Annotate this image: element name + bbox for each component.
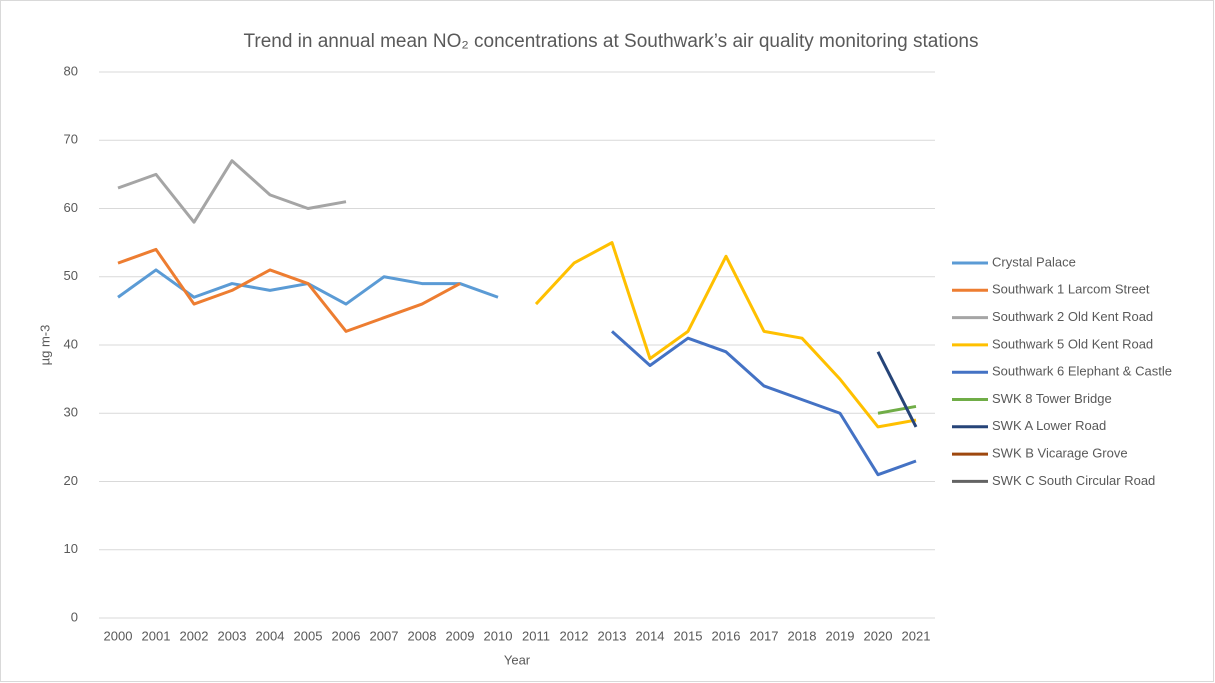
chart-title: Trend in annual mean NO₂ concentrations … [243, 31, 978, 52]
x-tick-label: 2011 [522, 628, 550, 643]
x-tick-label: 2004 [256, 628, 285, 643]
x-tick-label: 2013 [598, 628, 627, 643]
legend-label: Southwark 6 Elephant & Castle [992, 364, 1172, 379]
series-line [876, 351, 918, 428]
y-tick-label: 70 [64, 132, 78, 147]
x-tick-label: 2000 [104, 628, 133, 643]
series-line [610, 330, 917, 477]
x-tick-label: 2003 [218, 628, 247, 643]
y-tick-label: 20 [64, 473, 78, 488]
x-tick-label: 2008 [408, 628, 437, 643]
x-tick-label: 2012 [560, 628, 589, 643]
x-tick-label: 2018 [788, 628, 817, 643]
series-line [534, 241, 917, 429]
legend-label: Southwark 1 Larcom Street [992, 282, 1150, 297]
series-line [877, 404, 917, 415]
x-tick-label: 2019 [826, 628, 855, 643]
x-tick-label: 2016 [712, 628, 741, 643]
legend-label: Southwark 5 Old Kent Road [992, 336, 1153, 351]
x-tick-label: 2021 [902, 628, 931, 643]
x-tick-label: 2006 [332, 628, 361, 643]
y-tick-label: 10 [64, 541, 78, 556]
legend-label: Crystal Palace [992, 254, 1076, 269]
x-axis-label: Year [504, 652, 531, 667]
y-tick-label: 30 [64, 405, 78, 420]
y-axis-label: µg m-3 [37, 325, 52, 366]
legend-label: Southwark 2 Old Kent Road [992, 309, 1153, 324]
legend-label: SWK A Lower Road [992, 418, 1106, 433]
x-tick-label: 2020 [864, 628, 893, 643]
y-tick-label: 80 [64, 63, 78, 78]
legend-label: SWK B Vicarage Grove [992, 446, 1128, 461]
y-tick-label: 40 [64, 336, 78, 351]
y-tick-label: 60 [64, 200, 78, 215]
series-line [117, 159, 347, 224]
y-tick-label: 0 [71, 609, 78, 624]
x-tick-label: 2010 [484, 628, 513, 643]
x-tick-label: 2017 [750, 628, 779, 643]
series-line [117, 247, 461, 333]
x-tick-label: 2009 [446, 628, 475, 643]
x-tick-label: 2007 [370, 628, 399, 643]
x-tick-label: 2002 [180, 628, 209, 643]
x-tick-label: 2014 [636, 628, 665, 643]
x-tick-label: 2005 [294, 628, 323, 643]
x-tick-label: 2001 [142, 628, 171, 643]
x-tick-label: 2015 [674, 628, 703, 643]
legend-label: SWK 8 Tower Bridge [992, 391, 1112, 406]
legend-label: SWK C South Circular Road [992, 473, 1155, 488]
y-tick-label: 50 [64, 268, 78, 283]
